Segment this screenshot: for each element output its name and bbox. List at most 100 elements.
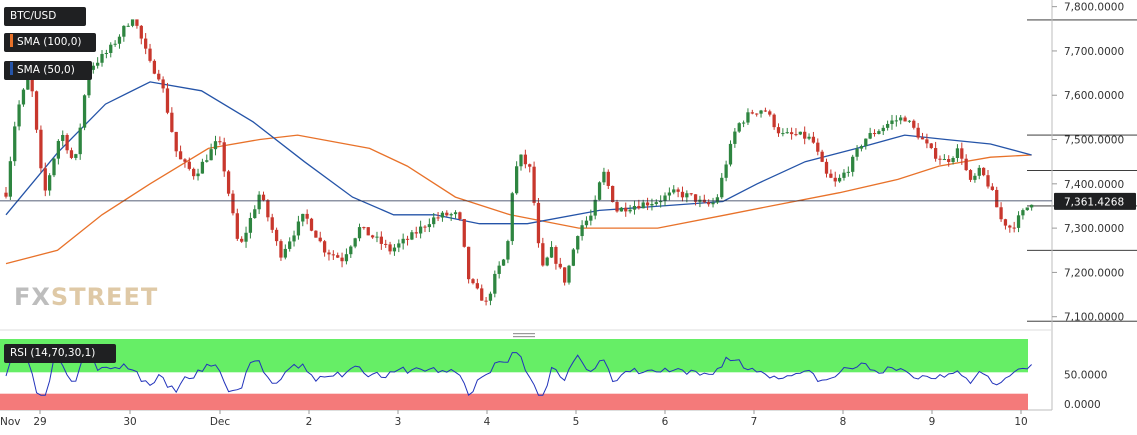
- candle-body: [851, 156, 855, 172]
- candle-body: [624, 207, 628, 212]
- candle-body: [314, 230, 318, 238]
- candle-body: [235, 213, 239, 239]
- candle-body: [737, 123, 741, 132]
- candle-body: [349, 246, 353, 255]
- rsi-tick-label: 50.0000: [1064, 370, 1107, 382]
- candle-body: [855, 148, 859, 157]
- candle-body: [440, 212, 445, 218]
- candle-body: [689, 193, 693, 195]
- candle-body: [13, 126, 17, 162]
- candle-body: [480, 288, 484, 301]
- candle-body: [274, 229, 279, 242]
- candle-body: [772, 114, 776, 128]
- candle-body: [506, 241, 510, 260]
- candle-body: [746, 112, 750, 123]
- candle-body: [995, 189, 999, 208]
- rsi-legend: RSI (14,70,30,1): [4, 344, 116, 363]
- candle-body: [458, 212, 462, 219]
- candle-body: [8, 161, 13, 197]
- time-tick-label: 29: [33, 416, 46, 428]
- candle-body: [117, 36, 122, 44]
- candle-body: [388, 244, 392, 252]
- candle-body: [606, 171, 610, 186]
- candle-body: [947, 159, 951, 163]
- candle-body: [776, 127, 781, 134]
- candle-body: [999, 207, 1003, 220]
- candle-body: [418, 226, 423, 234]
- candle-body: [894, 120, 898, 122]
- candle-body: [859, 146, 864, 149]
- candle-body: [113, 43, 117, 45]
- last-price-badge: [1054, 192, 1136, 210]
- fxstreet-logo: FXSTREET: [14, 283, 159, 311]
- candle-body: [597, 182, 602, 200]
- time-tick-label: 30: [123, 416, 136, 428]
- candle-body: [87, 69, 91, 96]
- splitter-grip: [513, 336, 535, 338]
- candle-body: [781, 133, 785, 135]
- candle-body: [571, 249, 576, 266]
- sma100-swatch: [10, 34, 13, 47]
- sma50-swatch: [10, 62, 13, 75]
- candle-body: [881, 127, 885, 132]
- candle-body: [327, 252, 331, 255]
- candle-body: [122, 25, 126, 37]
- candle-body: [672, 189, 676, 193]
- candle-body: [807, 136, 811, 139]
- price-tick-label: 7,700.0000: [1064, 46, 1124, 58]
- candle-body: [741, 122, 746, 124]
- candle-body: [667, 192, 672, 196]
- candle-body: [532, 166, 536, 203]
- candle-body: [820, 151, 824, 162]
- sma100-line: [5, 134, 1032, 265]
- candle-body: [707, 202, 711, 205]
- candle-body: [1012, 227, 1016, 229]
- candle-body: [837, 177, 842, 182]
- sma50-legend: SMA (50,0): [4, 61, 92, 80]
- candle-body: [824, 161, 829, 174]
- candle-body: [728, 143, 733, 165]
- sma50-line: [5, 81, 1032, 225]
- candle-body: [375, 236, 379, 238]
- candle-body: [226, 171, 231, 194]
- candle-body: [301, 213, 305, 222]
- candle-body: [423, 226, 427, 228]
- candle-body: [288, 241, 292, 249]
- candle-body: [462, 218, 466, 247]
- candle-body: [1003, 219, 1008, 226]
- candle-body: [331, 254, 335, 256]
- candle-body: [475, 283, 479, 289]
- candle-body: [139, 25, 143, 39]
- candle-body: [266, 200, 270, 218]
- candle-body: [510, 193, 514, 242]
- candle-body: [34, 91, 39, 130]
- candle-body: [641, 202, 645, 209]
- candle-body: [1021, 210, 1025, 216]
- candle-body: [192, 168, 196, 177]
- candle-body: [916, 127, 920, 138]
- candle-body: [305, 213, 309, 219]
- candle-body: [17, 104, 21, 127]
- candle-body: [567, 265, 571, 283]
- candle-body: [353, 238, 357, 247]
- candle-body: [91, 65, 95, 70]
- candle-body: [964, 158, 968, 171]
- rsi-oversold-zone: [0, 393, 1028, 410]
- candle-body: [48, 175, 52, 191]
- candle-body: [484, 300, 488, 302]
- candle-body: [659, 200, 663, 203]
- rsi-line: [5, 352, 1032, 397]
- candle-body: [213, 141, 218, 150]
- candle-body: [925, 139, 929, 144]
- candle-body: [789, 132, 794, 135]
- candle-body: [554, 247, 558, 264]
- candle-body: [392, 247, 397, 252]
- candle-body: [523, 154, 528, 165]
- candle-body: [785, 132, 789, 134]
- candle-body: [938, 158, 942, 160]
- candle-body: [196, 173, 200, 177]
- symbol-label: BTC/USD: [4, 7, 86, 26]
- candle-body: [846, 171, 850, 173]
